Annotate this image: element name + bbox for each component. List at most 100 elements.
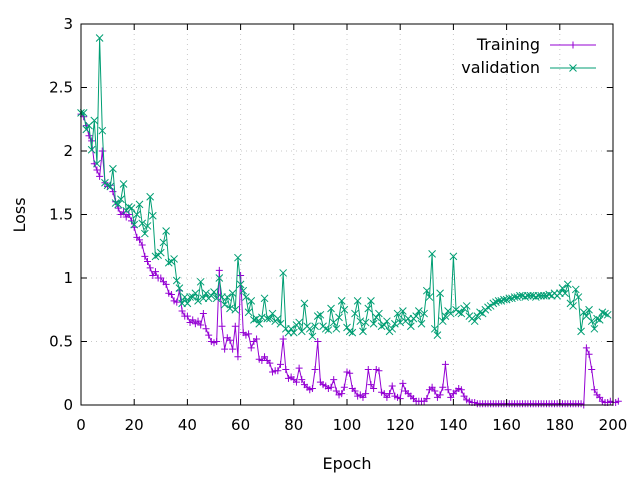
x-tick-label: 0: [76, 416, 86, 434]
validation-point: [87, 145, 96, 154]
validation-point: [148, 211, 157, 220]
training-point: [229, 345, 237, 353]
validation-point: [430, 324, 439, 333]
x-tick-label: 80: [284, 416, 303, 434]
training-point: [144, 257, 151, 265]
validation-point: [417, 319, 426, 328]
validation-point: [422, 286, 431, 295]
validation-point: [220, 300, 229, 309]
validation-point: [186, 293, 194, 301]
training-point: [202, 325, 210, 333]
validation-point: [492, 298, 500, 306]
validation-point: [367, 297, 375, 305]
validation-point: [545, 290, 554, 299]
validation-point: [183, 299, 192, 308]
x-axis-label: Epoch: [323, 454, 372, 473]
validation-point: [393, 309, 402, 318]
training-point: [98, 147, 106, 155]
training-point: [266, 359, 274, 367]
training-point: [245, 330, 253, 338]
training-line: [80, 113, 619, 406]
validation-point: [300, 299, 309, 308]
training-point: [199, 310, 207, 318]
validation-point: [316, 310, 325, 319]
training-point: [213, 338, 221, 345]
training-point: [457, 386, 465, 394]
training-point: [346, 369, 354, 377]
validation-point: [196, 277, 205, 286]
y-tick-label: 3: [63, 15, 73, 33]
validation-point: [337, 297, 346, 305]
validation-point: [175, 284, 184, 293]
training-point: [364, 365, 372, 373]
validation-point: [577, 327, 585, 336]
training-point: [237, 271, 245, 279]
x-tick-label: 60: [231, 416, 250, 434]
training-point: [138, 241, 146, 249]
legend-marker-validation: [569, 64, 577, 72]
training-point: [399, 379, 407, 387]
validation-point: [210, 288, 218, 296]
legend-label-training: Training: [476, 35, 540, 54]
training-point: [444, 386, 452, 394]
validation-point: [345, 327, 354, 336]
validation-point: [260, 294, 269, 303]
validation-point: [119, 180, 128, 188]
validation-point: [380, 321, 389, 329]
validation-point: [228, 289, 237, 298]
validation-point: [106, 182, 115, 191]
validation-point: [489, 299, 498, 308]
grid: [81, 24, 613, 405]
y-tick-label: 2.5: [49, 79, 73, 97]
training-point: [436, 391, 444, 399]
y-tick-label: 1.5: [49, 206, 73, 224]
x-tick-label: 40: [178, 416, 197, 434]
validation-point: [324, 326, 333, 334]
validation-point: [289, 328, 298, 337]
validation-point: [125, 203, 133, 211]
training-point: [596, 393, 604, 401]
validation-point: [603, 310, 612, 319]
validation-point: [569, 302, 577, 310]
x-tick-label: 160: [492, 416, 521, 434]
training-point: [125, 211, 133, 218]
series-validation: [77, 34, 612, 341]
validation-point: [143, 222, 152, 230]
validation-point: [359, 327, 367, 336]
training-point: [183, 312, 191, 320]
training-point: [85, 132, 93, 140]
training-point: [96, 172, 104, 180]
validation-point: [239, 286, 248, 295]
training-point: [614, 397, 622, 405]
validation-point: [250, 316, 258, 324]
validation-point: [351, 309, 359, 318]
validation-point: [82, 125, 91, 134]
validation-point: [473, 312, 482, 320]
validation-point: [406, 322, 415, 331]
training-point: [428, 383, 436, 391]
validation-point: [558, 284, 567, 293]
validation-point: [234, 253, 242, 262]
ticks: 0 20 40 60 80 100 120 140 160 180 200 0 0.5 1 1.5 2 2.5 3: [49, 15, 627, 434]
training-point: [292, 378, 300, 386]
validation-point: [353, 297, 362, 305]
validation-point: [122, 206, 131, 215]
validation-point: [433, 331, 442, 340]
training-point: [370, 384, 378, 392]
validation-point: [601, 309, 609, 318]
training-point: [215, 266, 223, 274]
training-point: [367, 381, 375, 389]
validation-point: [327, 304, 335, 313]
validation-point: [95, 34, 104, 42]
training-point: [460, 392, 468, 400]
validation-point: [295, 318, 303, 327]
validation-point: [593, 314, 601, 323]
validation-point: [191, 289, 200, 298]
validation-point: [388, 324, 397, 333]
validation-point: [563, 280, 572, 289]
training-point: [178, 307, 186, 315]
training-point: [162, 280, 170, 288]
validation-point: [255, 319, 264, 328]
training-point: [141, 252, 149, 260]
validation-point: [90, 116, 99, 125]
